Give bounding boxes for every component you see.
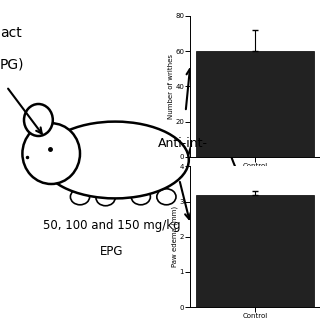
Ellipse shape bbox=[96, 190, 115, 206]
Ellipse shape bbox=[42, 122, 189, 198]
Ellipse shape bbox=[70, 189, 90, 205]
Text: act: act bbox=[0, 26, 22, 40]
Text: Anti-int-: Anti-int- bbox=[158, 137, 208, 149]
Y-axis label: Paw edema (mm): Paw edema (mm) bbox=[172, 206, 178, 268]
Text: EPG: EPG bbox=[100, 245, 124, 258]
Ellipse shape bbox=[22, 123, 80, 184]
Ellipse shape bbox=[24, 104, 53, 136]
Y-axis label: Number of writhes: Number of writhes bbox=[168, 54, 174, 119]
Ellipse shape bbox=[157, 189, 176, 205]
Bar bbox=[196, 195, 314, 307]
Text: PG): PG) bbox=[0, 58, 25, 72]
Ellipse shape bbox=[131, 189, 150, 205]
Bar bbox=[196, 51, 314, 157]
Text: 50, 100 and 150 mg/kg: 50, 100 and 150 mg/kg bbox=[43, 219, 181, 232]
